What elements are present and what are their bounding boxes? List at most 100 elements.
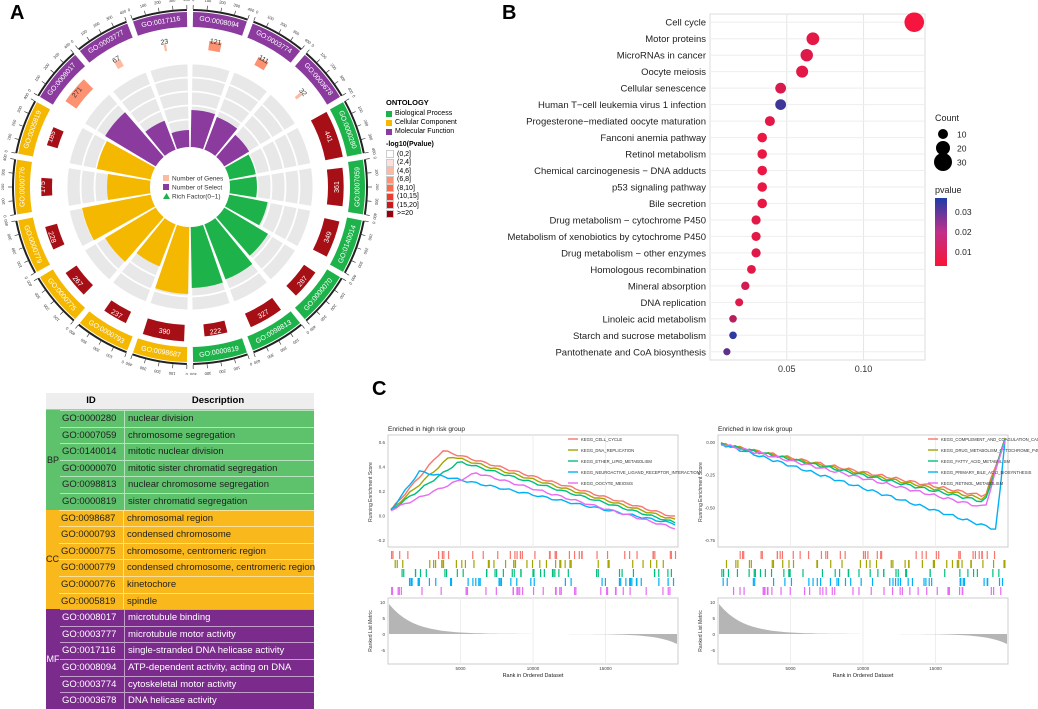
scale-tick — [99, 29, 101, 32]
gsea-hit-mark — [840, 551, 841, 559]
gsea-hit-mark — [409, 578, 410, 586]
scale-tick-label: 200 — [42, 62, 51, 71]
gsea-hit-mark — [668, 587, 669, 595]
gsea-legend-label: KEGG_NEUROACTIVE_LIGAND_RECEPTOR_INTERAC… — [581, 470, 700, 475]
ontology-legend-item: Biological Process — [386, 109, 466, 118]
gsea-legend-label: KEGG_COMPLEMENT_AND_COAGULATION_CASCADES — [941, 437, 1038, 442]
scale-tick-label: 200 — [0, 183, 5, 190]
gsea-hit-mark — [895, 578, 896, 586]
gsea-metric-ylabel: Ranked List Metric — [698, 610, 704, 652]
center-legend-swatch — [163, 184, 169, 190]
gsea-hit-mark — [415, 569, 416, 577]
gsea-hit-mark — [834, 587, 835, 595]
scale-tick-label: 400 — [2, 153, 8, 161]
ontology-legend-item: Molecular Function — [386, 127, 466, 136]
gsea-hit-mark — [918, 587, 919, 595]
table-cell-id: GO:0017116 — [60, 643, 125, 659]
scale-tick — [71, 321, 74, 324]
scale-tick — [71, 50, 74, 53]
scale-tick-label: 100 — [367, 233, 374, 242]
gsea-hit-mark — [760, 569, 761, 577]
pvalue-legend-label: (2,4] — [397, 159, 411, 166]
scale-tick-label: 300 — [52, 51, 61, 60]
table-header-id: ID — [60, 393, 122, 409]
gsea-hit-mark — [512, 569, 513, 577]
scale-tick — [15, 235, 19, 236]
gsea-hit-mark — [900, 587, 901, 595]
gsea-hit-mark — [889, 578, 890, 586]
gsea-hit-mark — [671, 569, 672, 577]
gsea-hit-mark — [869, 560, 870, 568]
scale-tick — [158, 8, 159, 12]
scale-tick — [235, 11, 236, 15]
gsea-hit-mark — [871, 587, 872, 595]
gsea-hit-mark — [654, 551, 655, 559]
gsea-hit-mark — [673, 578, 674, 586]
data-point — [729, 331, 737, 339]
gsea-hit-mark — [771, 569, 772, 577]
scale-tick-label: 300 — [33, 291, 41, 300]
gsea-hit-mark — [646, 587, 647, 595]
table-cell-description: condensed chromosome — [124, 527, 315, 543]
go-circos-plot: 0100200300400GO:000028044110100200300400… — [0, 0, 390, 375]
gsea-hit-mark — [850, 578, 851, 586]
gsea-hit-mark — [486, 569, 487, 577]
count-legend-label: 10 — [957, 130, 967, 140]
scale-tick — [42, 81, 45, 83]
gsea-hit-mark — [923, 578, 924, 586]
gsea-hit-mark — [808, 551, 809, 559]
gsea-hit-mark — [514, 569, 515, 577]
gsea-hit-mark — [902, 587, 903, 595]
gsea-hit-mark — [456, 560, 457, 568]
scale-tick — [343, 93, 346, 95]
scale-tick-label: 300 — [0, 168, 6, 176]
scale-tick-label: 0 — [351, 94, 357, 99]
scale-tick — [24, 261, 28, 263]
gsea-hit-mark — [998, 569, 999, 577]
gsea-hit-mark — [852, 587, 853, 595]
y-term-label: Motor proteins — [645, 34, 706, 45]
gsea-hit-mark — [867, 551, 868, 559]
scale-tick — [144, 11, 145, 15]
gsea-hit-mark — [478, 578, 479, 586]
gsea-hit-mark — [441, 587, 442, 595]
scale-tick — [365, 152, 369, 153]
table-cell-description: nuclear division — [125, 411, 314, 427]
gsea-hit-mark — [398, 587, 399, 595]
scale-tick — [87, 37, 89, 40]
gsea-hit-mark — [771, 587, 772, 595]
gsea-hit-mark — [973, 569, 974, 577]
pvalue-legend-label: 0.03 — [955, 207, 972, 217]
gsea-hit-mark — [510, 551, 511, 559]
gsea-legend-label: KEGG_ETHER_LIPID_METABOLISM — [581, 459, 652, 464]
gsea-hit-mark — [463, 569, 464, 577]
gsea-hit-mark — [863, 551, 864, 559]
table-cell-description: spindle — [124, 594, 315, 610]
y-term-label: Homologous recombination — [590, 265, 706, 276]
gsea-hit-mark — [391, 587, 392, 595]
gsea-hit-mark — [560, 560, 561, 568]
gsea-hit-mark — [391, 551, 392, 559]
scale-tick — [60, 59, 63, 62]
scale-tick-label: 0 — [70, 38, 75, 44]
y-term-label: DNA replication — [641, 298, 706, 309]
gsea-hit-mark — [883, 569, 884, 577]
gsea-legend-label: KEGG_DNA_REPLICATION — [581, 448, 634, 453]
gsea-hit-mark — [929, 569, 930, 577]
gsea-hit-mark — [443, 551, 444, 559]
scale-tick-label: 100 — [291, 338, 300, 346]
gsea-hit-mark — [753, 578, 754, 586]
gsea-hit-mark — [575, 587, 576, 595]
gsea-hit-mark — [826, 587, 827, 595]
table-cell-description: kinetochore — [124, 577, 315, 593]
gsea-hit-mark — [944, 569, 945, 577]
gsea-hit-mark — [975, 551, 976, 559]
table-cell-description: single-stranded DNA helicase activity — [125, 643, 314, 659]
gsea-hit-mark — [534, 551, 535, 559]
table-cell-id: GO:0008094 — [60, 660, 125, 676]
scale-tick — [343, 279, 346, 281]
scale-tick — [221, 362, 222, 366]
